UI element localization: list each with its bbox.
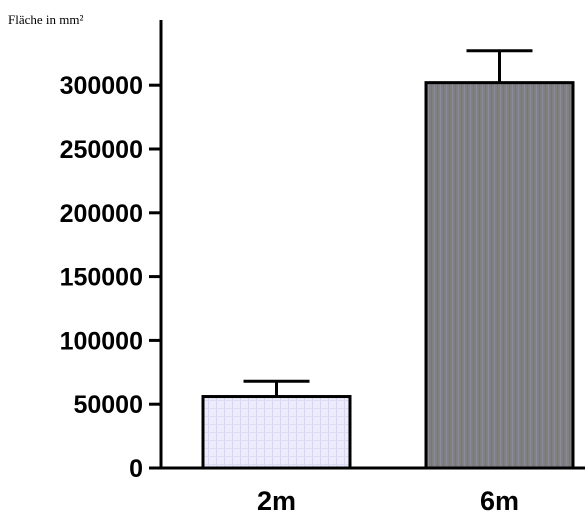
error-bar-6m: [466, 49, 533, 83]
x-category-label: 6m: [480, 486, 519, 515]
bar-6m: [424, 81, 575, 470]
y-tick-label: 250000: [60, 136, 143, 164]
error-bar-2m: [243, 379, 310, 397]
y-tick-label: 200000: [60, 200, 143, 228]
error-bars: [243, 49, 533, 397]
x-category-label: 2m: [257, 486, 296, 515]
y-tick-label: 0: [129, 455, 143, 483]
y-tick-label: 100000: [60, 327, 143, 355]
bar-2m: [201, 395, 352, 470]
y-axis-ticks: 0 50000 100000 150000 200000 250000 300000: [60, 72, 161, 483]
y-tick-label: 150000: [60, 264, 143, 292]
bars: [201, 81, 575, 470]
y-tick-label: 300000: [60, 72, 143, 100]
y-tick-label: 50000: [73, 391, 143, 419]
x-axis-categories: 2m 6m: [257, 486, 519, 515]
y-axis-label: Fläche in mm²: [8, 12, 83, 27]
